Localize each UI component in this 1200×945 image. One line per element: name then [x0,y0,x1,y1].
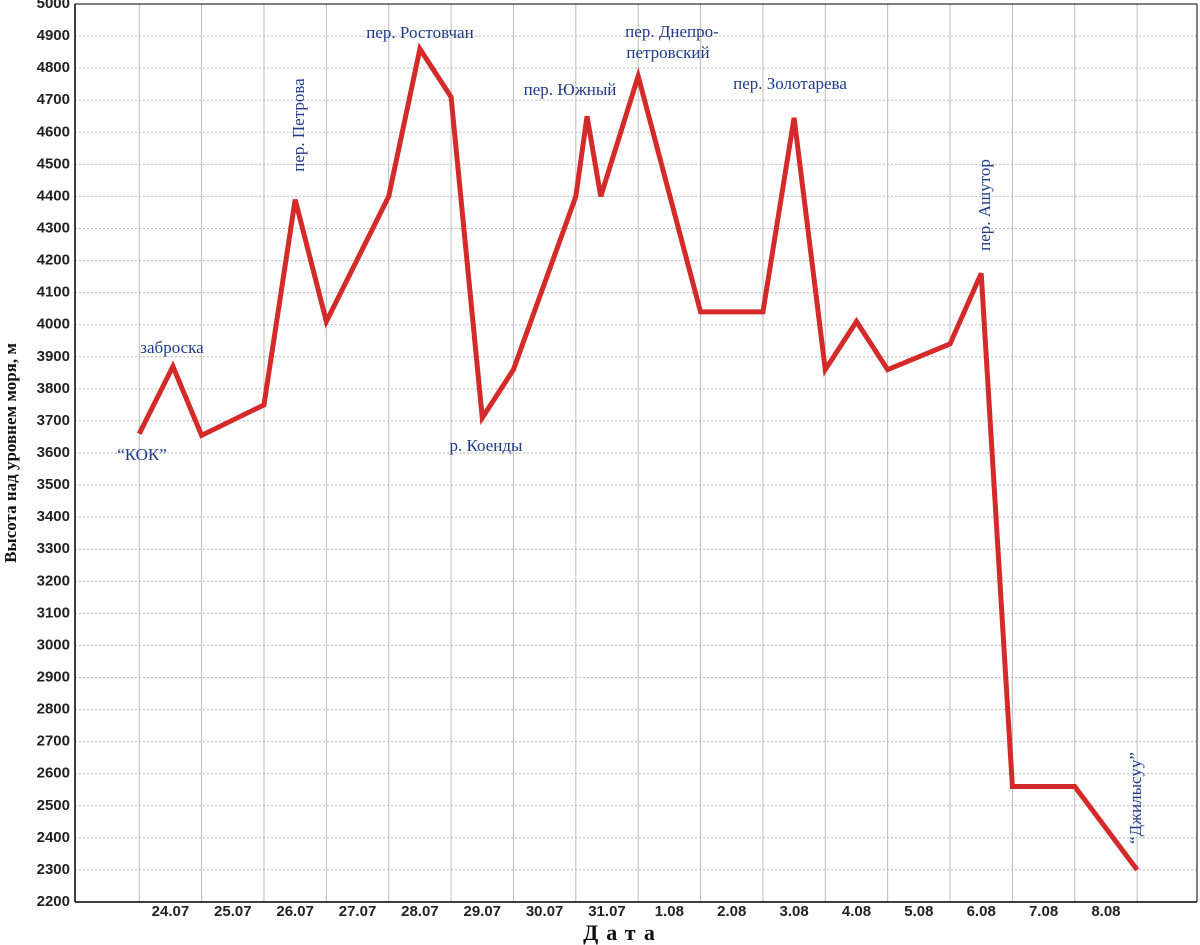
y-tick-label: 3800 [37,380,70,397]
y-tick-label: 4900 [37,27,70,44]
x-tick-label: 4.08 [842,903,871,920]
x-tick-label: 30.07 [526,903,564,920]
y-axis-title: Высота над уровнем моря, м [1,343,20,563]
y-tick-label: 4100 [37,284,70,301]
y-tick-label: 4800 [37,59,70,76]
grid [75,3,1197,903]
x-tick-label: 7.08 [1029,903,1058,920]
y-tick-label: 4600 [37,123,70,140]
x-tick-label: 3.08 [780,903,809,920]
x-tick-label: 2.08 [717,903,746,920]
annotation: пер. Петрова [289,78,308,172]
x-tick-label: 31.07 [588,903,626,920]
y-tick-label: 2400 [37,829,70,846]
y-tick-label: 3200 [37,572,70,589]
annotation: пер. Южный [524,80,617,99]
y-tick-label: 5000 [37,0,70,12]
annotation: пер. Ростовчан [366,23,473,42]
annotation: пер. Золотарева [733,74,847,93]
y-tick-label: 3400 [37,508,70,525]
y-tick-label: 3500 [37,476,70,493]
x-tick-label: 1.08 [655,903,684,920]
y-tick-label: 3000 [37,636,70,653]
x-tick-label: 6.08 [967,903,996,920]
x-tick-label: 25.07 [214,903,252,920]
y-tick-label: 2200 [37,893,70,910]
data-line [137,42,1140,872]
x-tick-label: 27.07 [339,903,377,920]
y-tick-label: 4700 [37,91,70,108]
x-tick-label: 5.08 [904,903,933,920]
annotation: “КОК” [117,445,167,464]
y-tick-label: 2600 [37,765,70,782]
y-tick-label: 3600 [37,444,70,461]
y-tick-label: 4400 [37,187,70,204]
x-tick-label: 28.07 [401,903,439,920]
x-tick-label: 24.07 [152,903,190,920]
annotation: заброска [140,338,204,357]
y-tick-label: 3700 [37,412,70,429]
y-tick-label: 3900 [37,348,70,365]
x-tick-label: 26.07 [276,903,314,920]
y-tick-label: 4300 [37,219,70,236]
y-tick-label: 2500 [37,797,70,814]
y-tick-label: 2300 [37,861,70,878]
y-tick-label: 3300 [37,540,70,557]
x-axis-title: Дата [583,920,663,945]
y-tick-label: 2900 [37,668,70,685]
x-tick-label: 29.07 [463,903,501,920]
annotation: пер. Днепро- [625,22,719,41]
y-tick-label: 3100 [37,604,70,621]
x-tick-label: 8.08 [1091,903,1120,920]
y-tick-label: 2700 [37,733,70,750]
y-tick-label: 4500 [37,155,70,172]
annotation: петровский [626,43,709,62]
annotation: пер. Ашутор [975,159,994,251]
annotation: “Джилысуу” [1126,752,1145,844]
y-tick-label: 2800 [37,701,70,718]
y-tick-label: 4200 [37,252,70,269]
annotation: р. Коенды [450,436,523,455]
y-tick-label: 4000 [37,316,70,333]
